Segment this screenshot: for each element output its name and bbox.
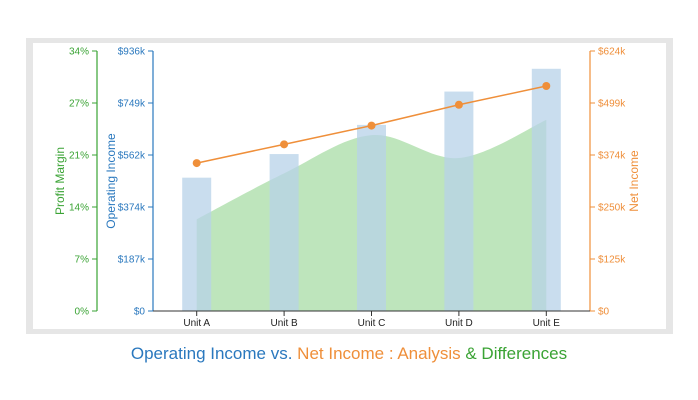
x-tick-label: Unit D [445,318,473,329]
net-income-point [280,140,289,149]
net-income-tick-label: $125k [598,255,626,266]
x-tick-label: Unit A [183,318,210,329]
net-income-point [542,82,551,90]
bar-operating-income [357,124,386,311]
operating-income-tick-label: $749k [118,99,146,110]
net-income-point [454,100,463,109]
net-income-tick-label: $0 [598,307,610,318]
profit-margin-tick-label: 34% [69,47,89,58]
x-tick-label: Unit C [358,318,386,329]
profit-margin-tick-label: 0% [75,307,90,318]
net-income-tick-label: $499k [598,99,626,110]
caption-part-differences: & Differences [460,344,568,363]
net-income-tick-label: $374k [598,151,626,162]
x-tick-label: Unit B [270,318,298,329]
bar-operating-income [182,177,212,311]
caption-part-net: Net Income : Analysis [292,344,461,363]
net-income-tick-label: $250k [598,203,626,214]
operating-income-tick-label: $562k [118,151,146,162]
line-layer [192,82,551,168]
net-income-axis-title: Net Income [627,150,641,212]
net-income-point [192,159,201,168]
profit-margin-axis-title: Profit Margin [53,147,67,215]
chart-caption: Operating Income vs. Net Income : Analys… [0,344,698,364]
operating-income-tick-label: $187k [118,255,146,266]
operating-income-tick-label: $374k [118,203,146,214]
profit-margin-tick-label: 7% [75,255,90,266]
net-income-point [367,121,376,130]
profit-margin-tick-label: 21% [69,151,89,162]
bar-operating-income [531,68,561,312]
bar-layer [182,68,561,312]
x-tick-label: Unit E [533,318,561,329]
net-income-tick-label: $624k [598,47,626,58]
bar-operating-income [444,91,474,311]
operating-income-tick-label: $936k [118,47,146,58]
profit-margin-tick-label: 14% [69,203,89,214]
profit-margin-tick-label: 27% [69,99,89,110]
caption-part-operating: Operating Income vs. [130,344,293,363]
operating-income-axis-title: Operating Income [104,133,118,229]
bar-operating-income [269,154,299,311]
axes-layer: 0% 7% 14% 21% 27% 34% $0 $187k $374k $562k $749k $9… [53,47,641,330]
operating-income-tick-label: $0 [134,307,146,318]
